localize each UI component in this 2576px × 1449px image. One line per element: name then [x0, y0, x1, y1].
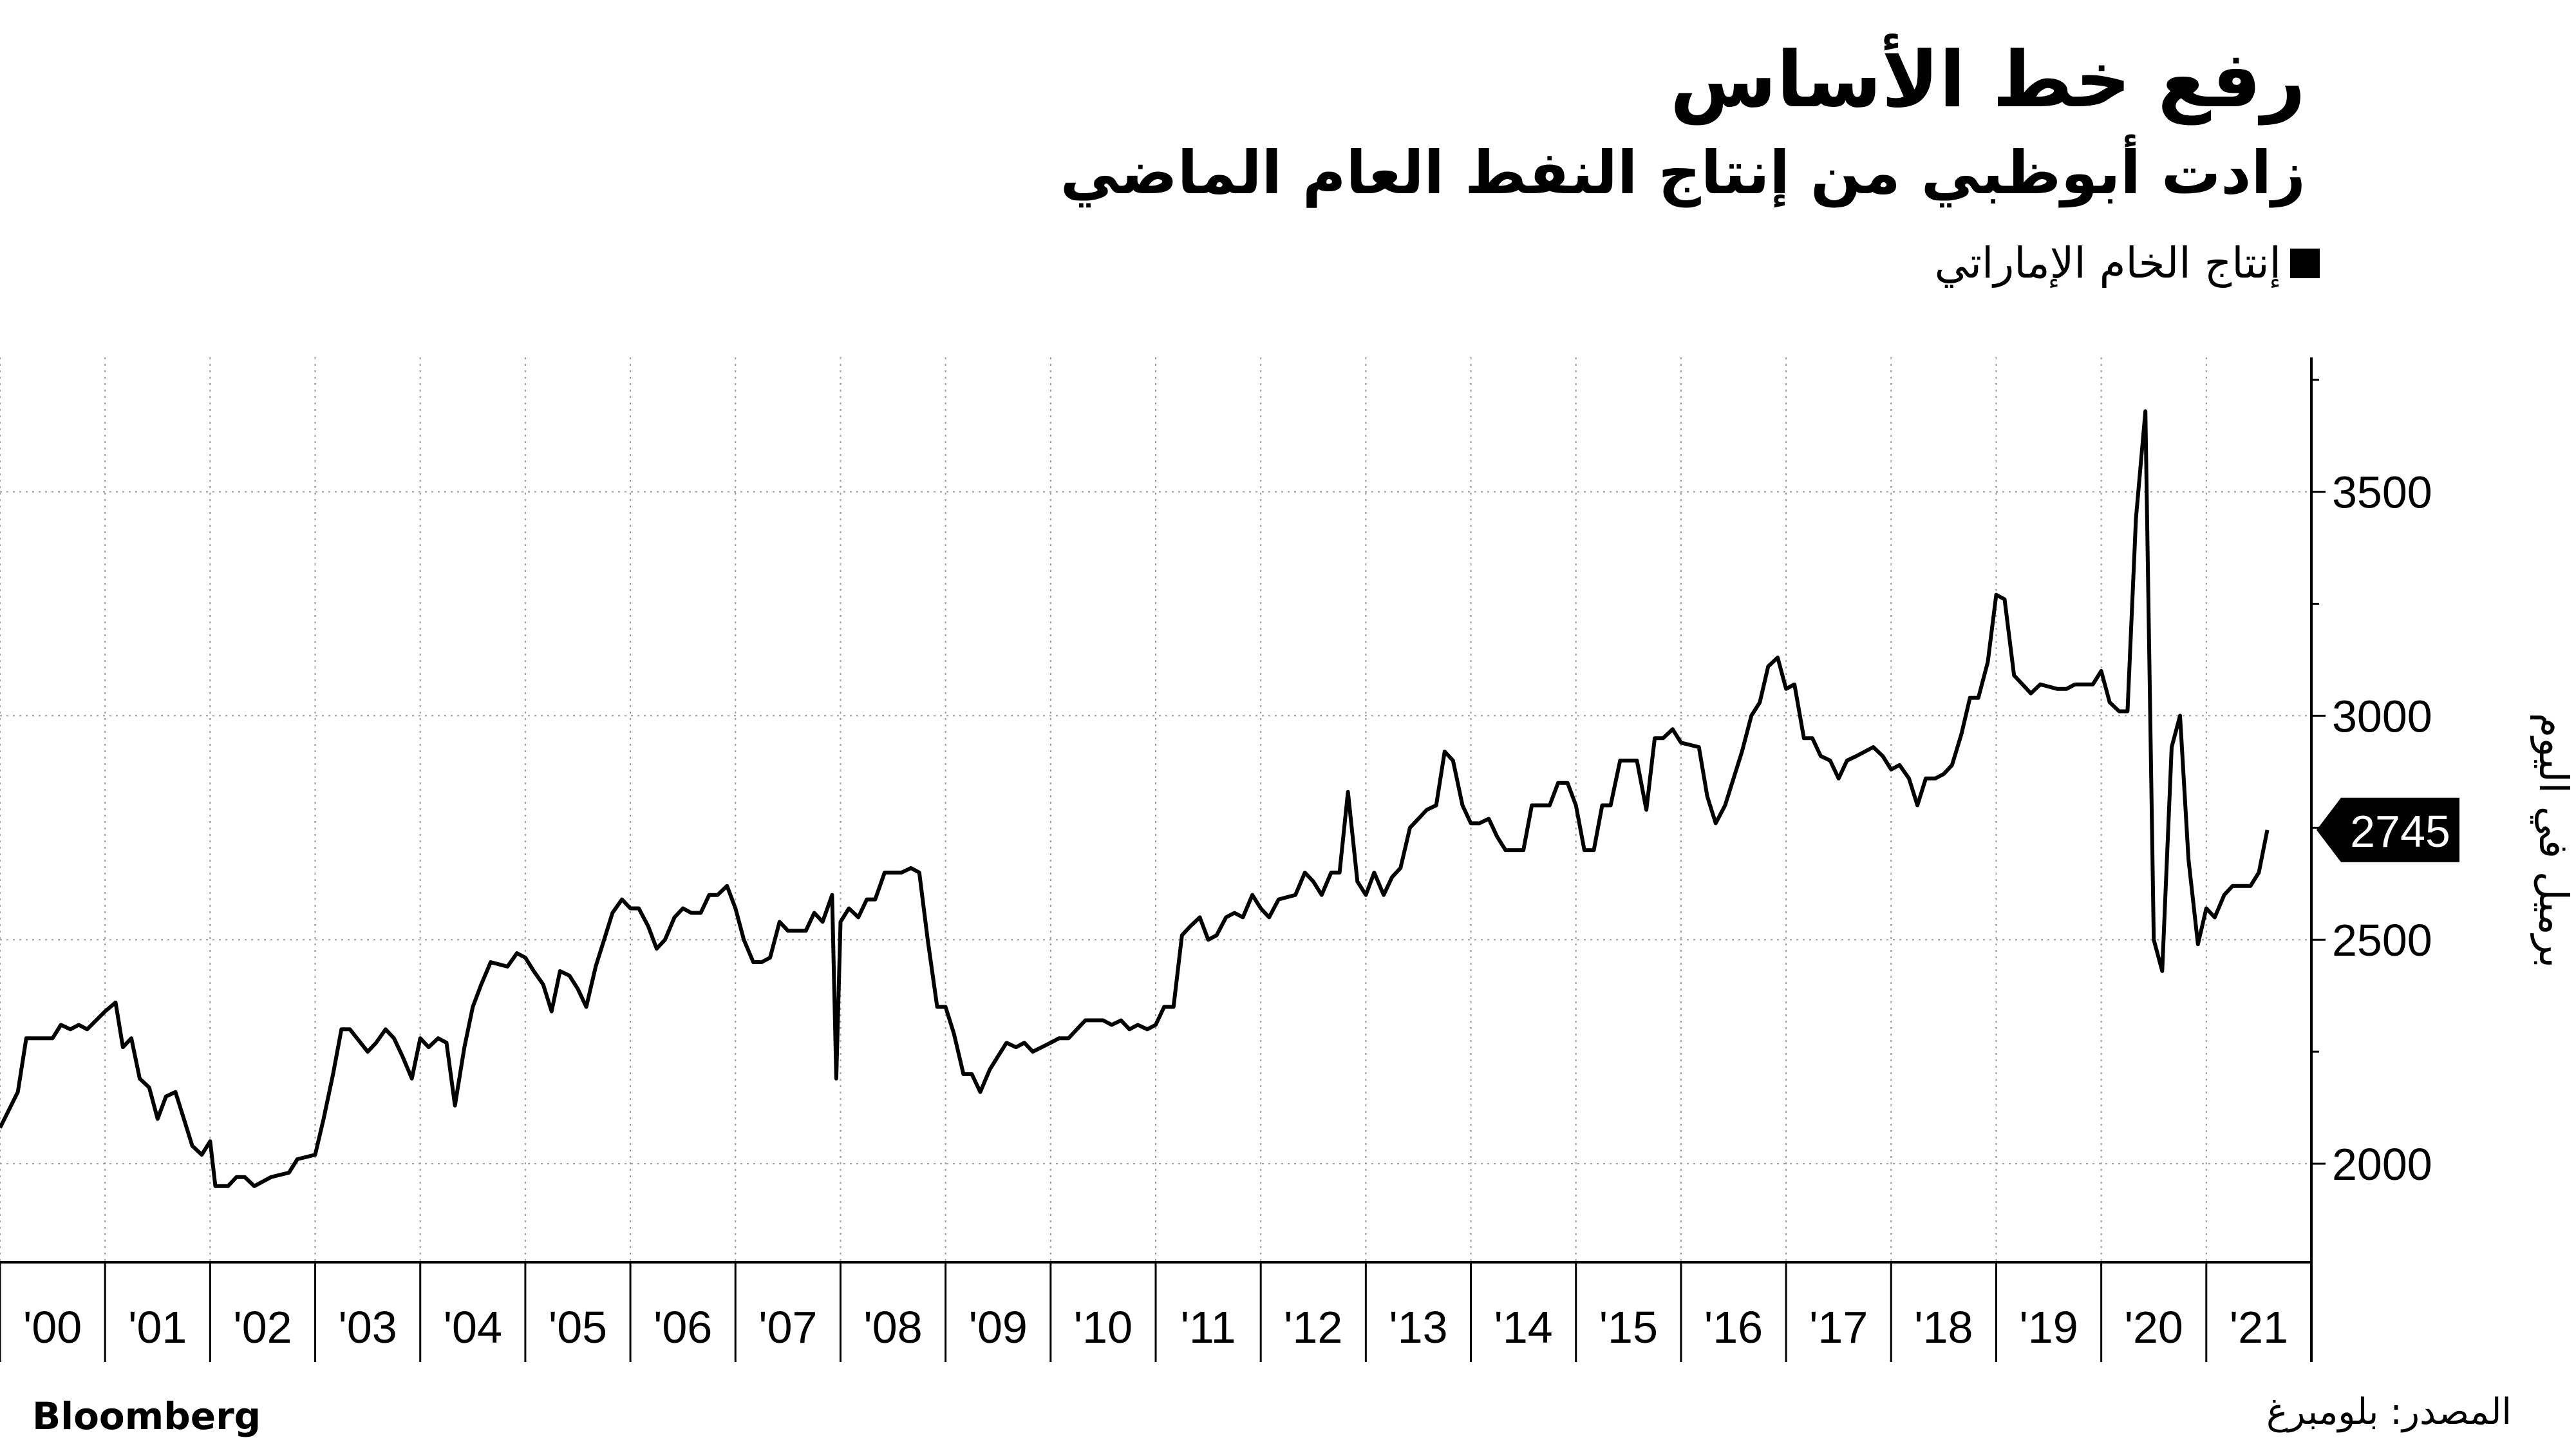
y-tick-label: 2000	[2332, 1139, 2432, 1189]
legend: إنتاج الخام الإماراتي	[1935, 238, 2320, 288]
x-tick-label: '15	[1599, 1302, 1658, 1352]
x-tick-label: '18	[1914, 1302, 1973, 1352]
x-tick-label: '10	[1074, 1302, 1133, 1352]
x-axis-ticks: '00 '01 '02 '03 '04 '05 '06 '07 '08 '09 '10 '11 '12 '…	[0, 1262, 2313, 1362]
y-tick-label: 3000	[2332, 691, 2432, 741]
x-tick-label: '16	[1704, 1302, 1763, 1352]
x-tick-label: '02	[233, 1302, 292, 1352]
x-tick-label: '06	[653, 1302, 712, 1352]
bloomberg-logo: Bloomberg	[32, 1394, 261, 1438]
x-tick-label: '07	[758, 1302, 817, 1352]
y-tick-label: 3500	[2332, 468, 2432, 518]
x-tick-label: '14	[1494, 1302, 1553, 1352]
x-tick-label: '17	[1809, 1302, 1868, 1352]
chart-subtitle: زادت أبوظبي من إنتاج النفط العام الماضي	[1060, 138, 2306, 207]
badge-shape	[2317, 797, 2459, 862]
x-tick-label: '19	[2019, 1302, 2078, 1352]
x-tick-label: '03	[339, 1302, 397, 1352]
y-axis-ticks: 2000 2500 3000 3500	[2311, 379, 2432, 1189]
x-tick-label: '13	[1389, 1302, 1447, 1352]
x-tick-label: '05	[549, 1302, 607, 1352]
legend-swatch	[2290, 248, 2320, 278]
legend-label: إنتاج الخام الإماراتي	[1934, 238, 2281, 288]
badge-label: 2745	[2350, 806, 2450, 857]
last-value-badge: 2745	[2317, 797, 2459, 862]
y-axis-label: برميل في اليوم	[2530, 713, 2576, 968]
x-tick-label: '01	[128, 1302, 187, 1352]
chart-title: رفع خط الأساس	[1669, 35, 2306, 125]
x-tick-label: '09	[969, 1302, 1028, 1352]
x-tick-label: '12	[1284, 1302, 1342, 1352]
x-tick-label: '04	[444, 1302, 502, 1352]
series-group	[0, 409, 2270, 1188]
x-tick-label: '08	[863, 1302, 922, 1352]
y-tick-label: 2500	[2332, 915, 2432, 965]
x-tick-label: '11	[1181, 1302, 1236, 1352]
series-line	[0, 409, 2270, 1188]
source-note: المصدر: بلومبرغ	[2266, 1391, 2512, 1433]
x-tick-label: '20	[2125, 1302, 2183, 1352]
grid-lines	[0, 357, 2312, 1262]
x-tick-label: '00	[23, 1302, 82, 1352]
x-tick-label: '21	[2230, 1302, 2288, 1352]
